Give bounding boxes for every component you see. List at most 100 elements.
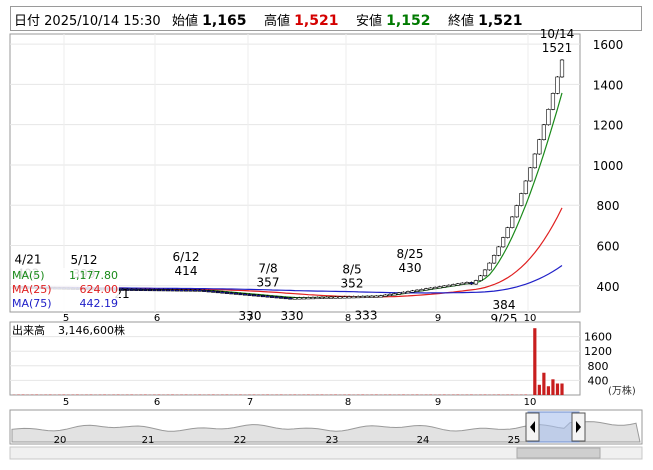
candle-body	[356, 296, 361, 299]
candle-body	[347, 296, 352, 299]
candle-body	[288, 297, 293, 300]
low-readout: 安値 1,152	[356, 10, 430, 29]
candle-body	[491, 255, 497, 264]
candle-body	[514, 205, 519, 218]
volume-tick-label: 1200	[584, 345, 612, 358]
navigator-tick-label: 22	[234, 435, 247, 446]
candle-body	[161, 289, 166, 292]
price-panel	[9, 33, 581, 313]
candle-body	[247, 293, 252, 296]
candle-body	[143, 288, 148, 292]
annotation-value: 384	[493, 298, 516, 312]
annotation-date: 4/21	[15, 252, 42, 266]
navigator-x-axis: 20 21 22 23 24 25	[54, 435, 521, 446]
price-x-axis: 5 6 7 8 9 10	[63, 313, 537, 324]
candle-body	[541, 124, 546, 140]
x-tick-label: 7	[247, 313, 253, 324]
navigator-right-handle[interactable]	[571, 412, 586, 442]
candle-body	[129, 288, 134, 291]
candle-body	[482, 269, 488, 277]
candle-body	[188, 289, 193, 292]
scrollbar-track[interactable]	[9, 446, 643, 460]
candle-body	[170, 289, 175, 292]
candle-body	[537, 139, 542, 155]
legend-ma5-label: MA(5)	[12, 269, 45, 282]
date-label: 日付	[14, 14, 41, 29]
candle-body	[473, 280, 479, 285]
candle-body	[451, 284, 456, 287]
candle-body	[496, 246, 501, 256]
candle-body	[487, 262, 492, 271]
candle-body	[410, 290, 415, 293]
volume-tick-label: 1600	[584, 331, 612, 344]
price-axis: 400 600 800 1000 1200 1400 1600	[593, 38, 624, 294]
y-tick-label: 1400	[593, 78, 624, 92]
candle-body	[306, 297, 311, 300]
candle-body	[324, 296, 329, 299]
candle-body	[315, 296, 320, 300]
annotation-value: 333	[355, 308, 378, 322]
y-tick-label: 1600	[593, 38, 624, 52]
navigator-tick-label: 25	[508, 435, 521, 446]
candle-body	[206, 290, 211, 293]
volume-value: 3,146,600株	[58, 323, 125, 337]
candle-body	[374, 295, 379, 298]
y-tick-label: 600	[597, 240, 620, 254]
candle-body	[424, 288, 429, 291]
y-tick-label: 800	[597, 199, 620, 213]
candle-body	[134, 288, 139, 291]
candle-body	[138, 288, 143, 291]
volume-panel	[9, 321, 581, 396]
open-readout: 始値 1,165	[172, 10, 246, 29]
candle-body	[229, 292, 234, 295]
candle-body	[523, 180, 528, 194]
annotation-value: 330	[281, 309, 304, 323]
candle-body	[224, 291, 229, 294]
volume-grid	[10, 336, 580, 381]
date-value: 2025/10/14 15:30	[44, 14, 161, 29]
candle-body	[519, 193, 524, 206]
date-readout: 日付 2025/10/14 15:30	[14, 10, 161, 29]
open-label: 始値	[172, 14, 199, 29]
volume-title: 出来高	[12, 323, 45, 337]
navigator-tick-label: 24	[417, 435, 430, 446]
volume-x-tick-label: 10	[524, 397, 537, 408]
volume-bar	[551, 379, 555, 395]
volume-bar	[555, 383, 560, 395]
volume-unit: (万株)	[608, 384, 636, 397]
navigator-tick-label: 23	[326, 435, 339, 446]
candle-body	[120, 288, 125, 291]
volume-tick-label: 400	[588, 374, 609, 387]
candle-body	[501, 237, 506, 248]
volume-x-tick-label: 6	[154, 397, 160, 408]
annotation-value: 430	[399, 261, 422, 275]
volume-bar	[537, 384, 541, 395]
candle-body	[265, 295, 270, 298]
candle-body	[297, 297, 302, 300]
candle-body	[328, 296, 334, 299]
annotation-date: 8/5	[342, 262, 361, 276]
candle-body	[378, 295, 383, 298]
annotation-value: 352	[341, 276, 364, 290]
candle-body	[238, 293, 243, 296]
candle-body	[396, 292, 402, 295]
candle-body	[428, 287, 433, 290]
candle-body	[401, 291, 406, 294]
navigator-left-handle[interactable]	[525, 412, 540, 442]
annotation-value: 414	[175, 264, 198, 278]
volume-bars	[12, 328, 564, 395]
candle-body	[559, 59, 565, 78]
candle-body	[528, 167, 533, 182]
candle-body	[478, 275, 483, 281]
candle-body	[365, 295, 370, 298]
candle-body	[532, 153, 537, 169]
y-tick-label: 1200	[593, 119, 624, 133]
candle-body	[256, 294, 261, 297]
scrollbar-thumb[interactable]	[516, 447, 601, 459]
low-value: 1,152	[386, 13, 431, 29]
navigator-tick-label: 20	[54, 435, 67, 446]
candle-body	[369, 295, 374, 298]
close-label: 終値	[448, 14, 475, 29]
